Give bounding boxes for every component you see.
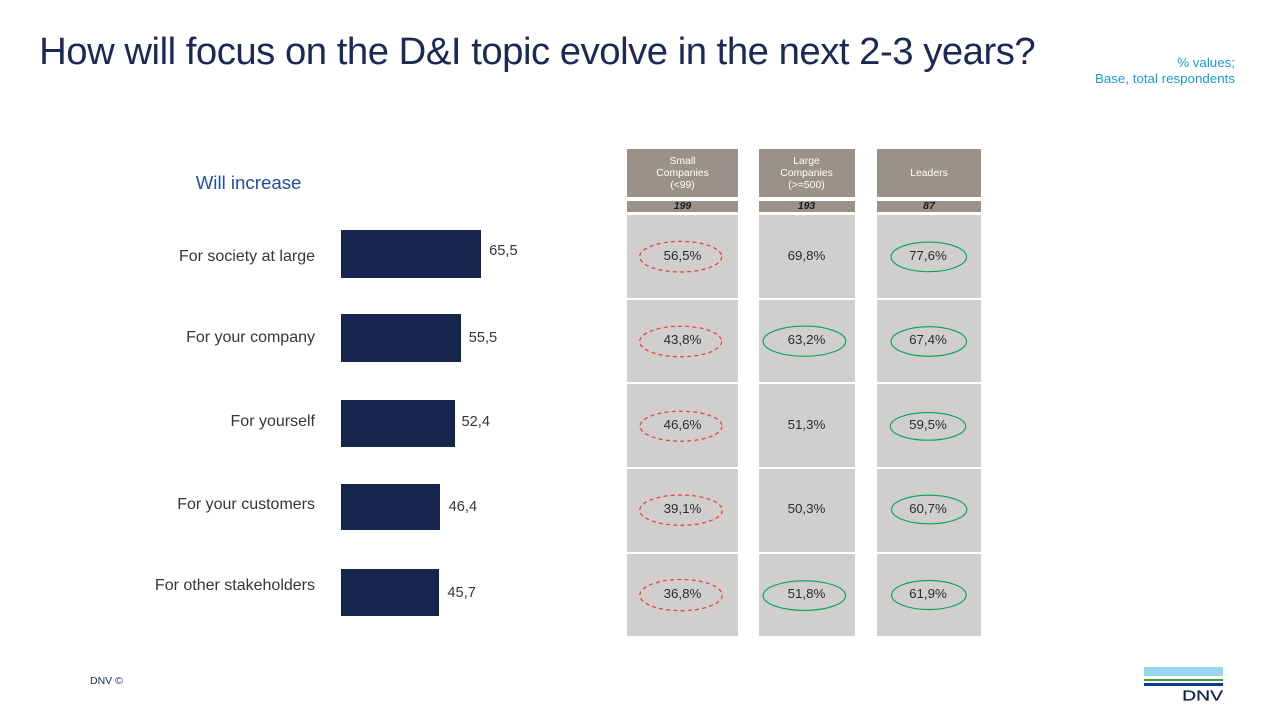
svg-text:DNV: DNV [1182, 688, 1223, 704]
